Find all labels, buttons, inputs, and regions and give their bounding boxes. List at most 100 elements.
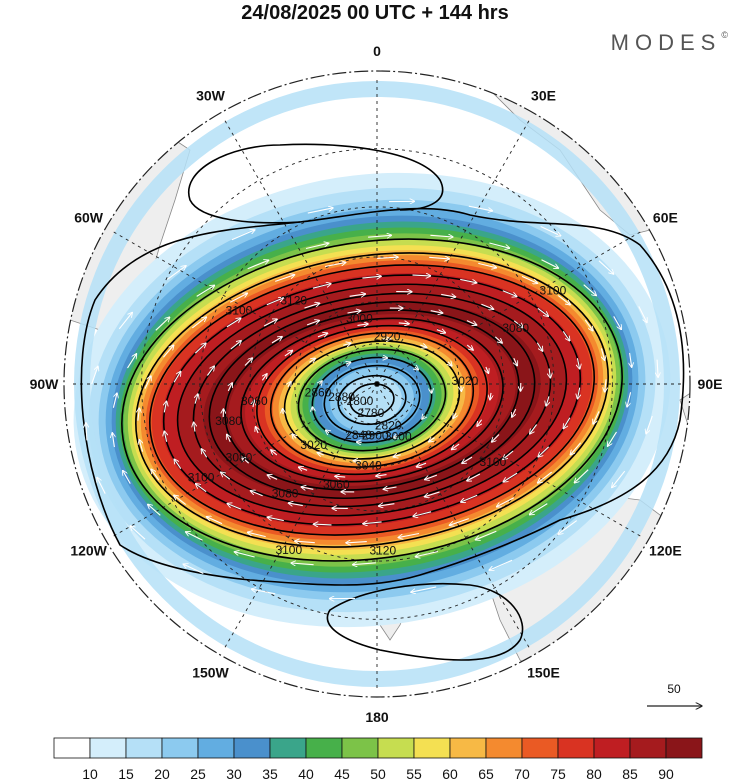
wind-arrow <box>174 495 187 505</box>
wind-arrow <box>263 319 277 327</box>
wind-arrow <box>284 350 293 357</box>
contour-label: 2800 <box>347 394 374 408</box>
brand-mark: © <box>721 30 728 40</box>
wind-arrow <box>164 401 166 413</box>
wind-arrow <box>173 371 181 383</box>
wind-arrow <box>357 324 369 326</box>
wind-arrow <box>139 440 142 452</box>
wind-arrow <box>247 532 266 538</box>
wind-arrow <box>206 517 223 525</box>
longitude-label: 90E <box>698 376 723 392</box>
contour-label: 3080 <box>272 487 299 501</box>
colorbar-label: 50 <box>370 766 386 782</box>
wind-arrow <box>229 293 247 303</box>
wind-arrow <box>411 586 437 592</box>
wind-arrow <box>130 526 146 540</box>
wind-arrow <box>91 366 98 385</box>
wind-arrow <box>460 278 477 282</box>
wind-arrow <box>422 416 425 420</box>
wind-arrow <box>183 564 204 574</box>
wind-arrow <box>288 503 303 506</box>
wind-arrow <box>343 343 351 345</box>
contour-line <box>323 364 421 436</box>
contour-label: 3080 <box>502 321 529 335</box>
contour-label: 2880 <box>328 390 355 404</box>
wind-arrow <box>304 303 320 309</box>
contour-line <box>240 317 504 483</box>
contour-label: 3120 <box>369 543 396 557</box>
contour-labels: 3120 3100 3100 3080 3020 3060 3080 3100 3080 3080… <box>188 284 567 558</box>
wind-arrow <box>393 436 398 438</box>
wind-arrow <box>226 318 241 328</box>
wind-arrow <box>489 559 513 570</box>
wind-arrow <box>529 503 548 515</box>
wind-arrow <box>247 260 269 270</box>
wind-arrow <box>335 476 346 477</box>
contour-line-3100 <box>80 207 685 586</box>
longitude-label: 180 <box>365 709 389 725</box>
contour-label: 3060 <box>241 394 268 408</box>
wind-arrow <box>231 230 255 241</box>
wind-arrow <box>155 317 170 331</box>
contour-line <box>337 374 407 426</box>
meridian-line <box>111 383 378 538</box>
contour-line-3120-closed <box>187 143 444 224</box>
wind-arrow <box>503 472 518 482</box>
meridian-line <box>223 383 378 650</box>
colorbar-label: 60 <box>442 766 458 782</box>
wind-arrow <box>481 303 493 309</box>
wind-arrow <box>477 419 482 427</box>
wind-arrow <box>466 344 473 350</box>
colorbar-swatch <box>197 737 235 759</box>
wind-arrow <box>398 323 409 324</box>
contour-line <box>208 300 536 500</box>
contour-line <box>269 332 475 468</box>
wind-arrow <box>430 311 443 313</box>
contour-line-3120-south <box>326 582 524 661</box>
colorbar-swatch <box>233 737 271 759</box>
colorbar-label: 15 <box>118 766 134 782</box>
wind-arrow <box>376 475 387 477</box>
wind-arrow <box>148 504 161 516</box>
reference-vector-label: 50 <box>667 682 681 696</box>
wind-arrow <box>283 409 284 414</box>
wind-arrow <box>201 449 208 458</box>
contour-line <box>176 283 568 517</box>
wind-arrow <box>194 422 195 432</box>
colorbar-swatch <box>377 737 415 759</box>
colorbar-swatch <box>341 737 379 759</box>
wind-arrow <box>570 442 582 455</box>
wind-arrow <box>196 484 207 493</box>
wind-arrow <box>194 343 206 354</box>
wind-arrow <box>598 260 614 274</box>
wind-arrow <box>612 470 626 487</box>
wind-arrow <box>453 413 456 418</box>
wind-arrow <box>412 275 431 276</box>
colorbar-swatch <box>593 737 631 759</box>
colorbar-label: 25 <box>190 766 206 782</box>
wind-arrow <box>123 471 131 484</box>
wind-arrow <box>383 487 397 489</box>
colorbar-label: 55 <box>406 766 422 782</box>
wind-arrow <box>112 393 117 408</box>
wind-arrow <box>368 235 391 237</box>
colorbar-label: 10 <box>82 766 98 782</box>
wind-arrow <box>468 205 493 211</box>
wind-arrow <box>613 316 622 329</box>
wind-arrow <box>363 522 382 524</box>
wind-arrow <box>312 284 331 289</box>
contour-label: 3000 <box>346 311 373 325</box>
longitude-label: 30E <box>531 88 556 104</box>
wind-arrow <box>291 563 314 565</box>
wind-arrow <box>466 320 477 326</box>
wind-arrow <box>497 497 515 507</box>
wind-arrow <box>317 333 328 337</box>
meridian-line <box>376 383 531 650</box>
contour-line <box>256 324 488 476</box>
map-border <box>63 70 691 698</box>
wind-arrow <box>424 491 440 497</box>
wind-arrow <box>275 275 295 282</box>
wind-arrow <box>313 524 332 525</box>
wind-arrow <box>574 469 589 483</box>
wind-arrow <box>583 284 597 296</box>
